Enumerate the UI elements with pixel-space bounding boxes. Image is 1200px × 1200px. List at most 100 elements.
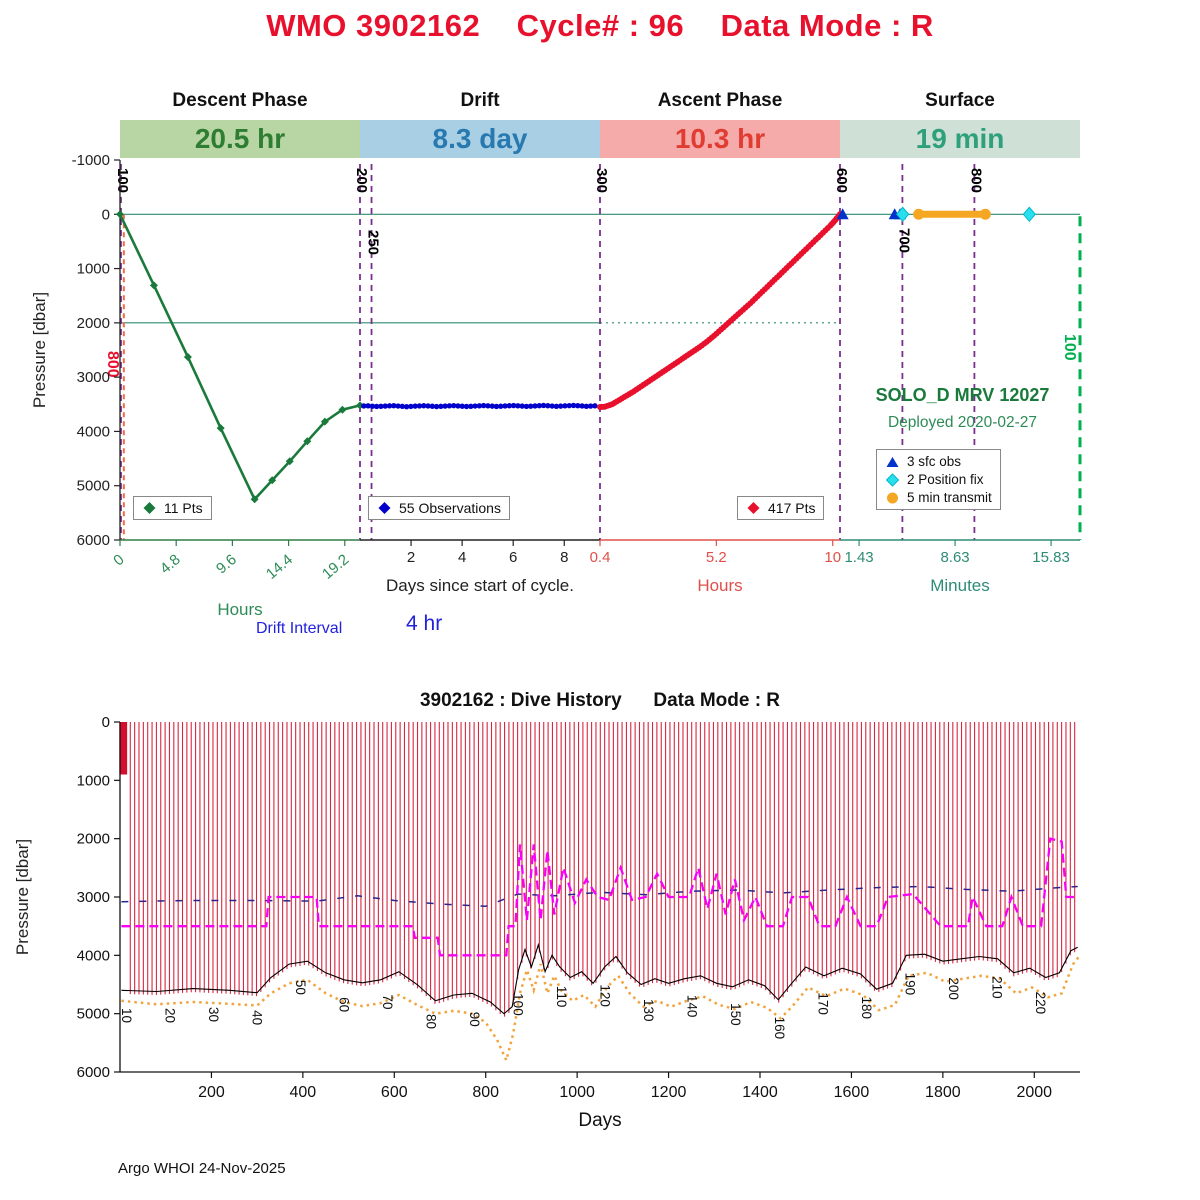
x-axis-label-bottom: Days — [578, 1110, 622, 1131]
drift-observation-point — [493, 403, 500, 410]
drift-observation-point — [553, 403, 560, 410]
drift-observation-point — [455, 403, 461, 409]
x-tick-label: 1400 — [742, 1084, 778, 1101]
y-tick-label: 5000 — [77, 1006, 110, 1023]
dive-history-title: 3902162 : Dive History Data Mode : R — [419, 690, 781, 711]
drift-observation-point — [463, 403, 470, 410]
cycle-number-label: 210 — [989, 976, 1004, 999]
drift-observation-point — [480, 402, 487, 409]
drift-observation-point — [450, 402, 457, 409]
cycle-number-label: 100 — [511, 993, 526, 1016]
max-pressure-line — [121, 955, 1081, 1065]
x-tick-label: 2 — [407, 549, 415, 566]
drift-observation-point — [442, 403, 448, 409]
y-tick-label: -1000 — [72, 152, 110, 169]
descent-point — [216, 424, 225, 433]
drift-observation-point — [485, 403, 491, 409]
phase-duration-drift: 8.3 day — [360, 120, 600, 158]
cycle-number-label: 150 — [728, 1003, 743, 1026]
blue-diamond-icon — [378, 502, 391, 514]
page-title: WMO 3902162 Cycle# : 96 Data Mode : R — [266, 8, 934, 43]
y-tick-label: 1000 — [77, 772, 110, 789]
drift-observation-point — [583, 403, 590, 409]
phase-header-drift: Drift — [460, 90, 500, 111]
cycle-number-label: 90 — [467, 1012, 482, 1027]
phase-header-descent: Descent Phase — [172, 90, 308, 111]
drift-observation-point — [562, 403, 568, 409]
x-tick-label: 400 — [290, 1084, 317, 1101]
descent-line — [118, 213, 361, 502]
descent-point — [116, 210, 124, 219]
drift-observation-point — [570, 402, 577, 409]
drift-observation-point — [459, 403, 465, 409]
x-tick-label: 6 — [509, 549, 517, 566]
x-tick-label: 1000 — [559, 1084, 595, 1101]
x-tick-label: 8.63 — [940, 549, 969, 566]
drift-observation-point — [386, 403, 393, 409]
event-line-label: 600 — [833, 168, 850, 193]
cycle-number-label: 10 — [119, 1008, 134, 1023]
y-tick-label: 0 — [102, 714, 110, 731]
event-line-label: 250 — [365, 230, 382, 255]
legend-drift: 55 Observations — [368, 496, 510, 520]
surface-obs-marker — [836, 208, 849, 220]
drift-observation-point — [502, 403, 508, 409]
y-tick-label: 3000 — [77, 889, 110, 906]
y-tick-label: 5000 — [77, 478, 110, 495]
legend-drift-label: 55 Observations — [399, 500, 501, 516]
cycle-number-label: 130 — [641, 999, 656, 1022]
y-tick-label: 3000 — [77, 369, 110, 386]
cycle-number-label: 220 — [1033, 992, 1048, 1015]
drift-observation-point — [506, 403, 513, 409]
descent-point — [250, 495, 259, 504]
drift-observation-point — [579, 403, 585, 409]
drift-observation-point — [498, 403, 504, 409]
x-tick-label: 5.2 — [706, 549, 727, 566]
transmit-endpoint — [913, 208, 925, 220]
drift-interval-label: Drift Interval — [256, 620, 343, 637]
phase-duration-descent: 20.5 hr — [120, 120, 360, 158]
drift-observation-point — [408, 403, 414, 410]
drift-observation-point — [549, 403, 555, 409]
x-tick-label: 2000 — [1016, 1084, 1052, 1101]
x-tick-label: 1600 — [834, 1084, 870, 1101]
x-tick-label: 9.6 — [213, 551, 240, 577]
drift-observation-point — [446, 403, 453, 409]
drift-observation-point — [575, 402, 581, 409]
cycle-number-label: 110 — [554, 986, 569, 1008]
drift-observation-point — [592, 403, 598, 409]
legend-surface: 3 sfc obs 2 Position fix 5 min transmit — [876, 449, 1001, 510]
drift-observation-point — [438, 403, 444, 410]
cycle-number-label: 80 — [424, 1014, 439, 1029]
descent-point — [303, 437, 312, 446]
drift-observation-point — [519, 403, 525, 409]
x-tick-label: 15.83 — [1032, 549, 1070, 566]
legend-descent-label: 11 Pts — [164, 500, 203, 516]
deployed-date-annotation: Deployed 2020-02-27 — [887, 414, 1038, 431]
drift-observation-point — [365, 403, 371, 409]
legend-descent: 11 Pts — [133, 496, 212, 520]
event-line-label: 100 — [114, 168, 131, 193]
cycle-number-label: 170 — [815, 992, 830, 1015]
park-pressure-line — [121, 837, 1078, 957]
cycle-number-label: 50 — [293, 980, 308, 995]
y-tick-label: 4000 — [77, 947, 110, 964]
profile-bottom-line — [121, 942, 1078, 1015]
y-tick-label: 1000 — [77, 261, 110, 278]
phase-duration-ascent: 10.3 hr — [600, 120, 840, 158]
event-line-label: 700 — [895, 228, 912, 253]
blue-triangle-icon — [886, 456, 899, 467]
x-unit-drift: Days since start of cycle. — [385, 576, 574, 595]
drift-observation-point — [412, 403, 418, 409]
cycle-number-label: 70 — [380, 994, 395, 1009]
event-line-label: 200 — [353, 168, 370, 193]
drift-observation-point — [425, 403, 431, 409]
y-tick-label: 2000 — [77, 315, 110, 332]
phase-header-ascent: Ascent Phase — [657, 90, 783, 111]
drift-observation-point — [536, 402, 542, 409]
drift-observation-point — [532, 403, 538, 409]
x-tick-label: 4.8 — [157, 551, 184, 577]
x-tick-label: 1.43 — [844, 549, 873, 566]
drift-observation-point — [510, 402, 517, 409]
